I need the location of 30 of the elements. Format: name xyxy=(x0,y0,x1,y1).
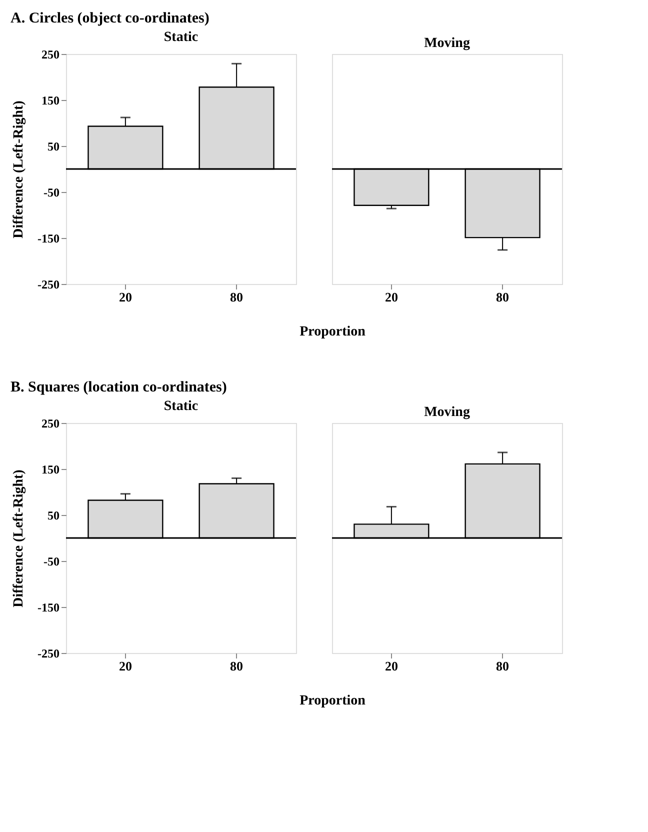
y-tick-label: 150 xyxy=(42,94,60,108)
y-tick-label: -250 xyxy=(38,278,60,292)
x-tick-label: 80 xyxy=(496,658,510,674)
y-tick-label: -150 xyxy=(38,600,60,614)
chart-subtitle: Static xyxy=(164,30,198,45)
y-tick-label: -50 xyxy=(44,554,60,568)
y-tick-label: 50 xyxy=(48,140,60,154)
y-tick-label: 250 xyxy=(42,48,60,62)
chart-subtitle: Moving xyxy=(424,405,470,420)
x-axis-title: Proportion xyxy=(300,694,366,708)
y-axis-title: Difference (Left-Right) xyxy=(12,469,27,608)
x-tick-label: 80 xyxy=(496,290,510,304)
y-tick-label: -250 xyxy=(38,646,60,660)
y-tick-label: 50 xyxy=(48,508,60,522)
chart-subtitle: Moving xyxy=(424,36,470,51)
chart-title: B. Squares (location co-ordinates) xyxy=(10,380,227,396)
chart-title: A. Circles (object co-ordinates) xyxy=(10,10,210,26)
x-axis-title: Proportion xyxy=(300,324,366,340)
chart-subtitle: Static xyxy=(164,399,198,414)
x-tick-label: 20 xyxy=(118,290,132,304)
x-tick-label: 20 xyxy=(118,658,132,674)
y-tick-label: -150 xyxy=(38,232,60,246)
y-tick-label: -50 xyxy=(44,186,60,200)
x-tick-label: 80 xyxy=(230,290,244,304)
y-tick-label: 250 xyxy=(42,416,60,430)
y-tick-label: 150 xyxy=(42,462,60,476)
y-axis-title: Difference (Left-Right) xyxy=(12,100,27,238)
x-tick-label: 20 xyxy=(384,658,398,674)
x-tick-label: 20 xyxy=(384,290,398,304)
x-tick-label: 80 xyxy=(230,658,244,674)
